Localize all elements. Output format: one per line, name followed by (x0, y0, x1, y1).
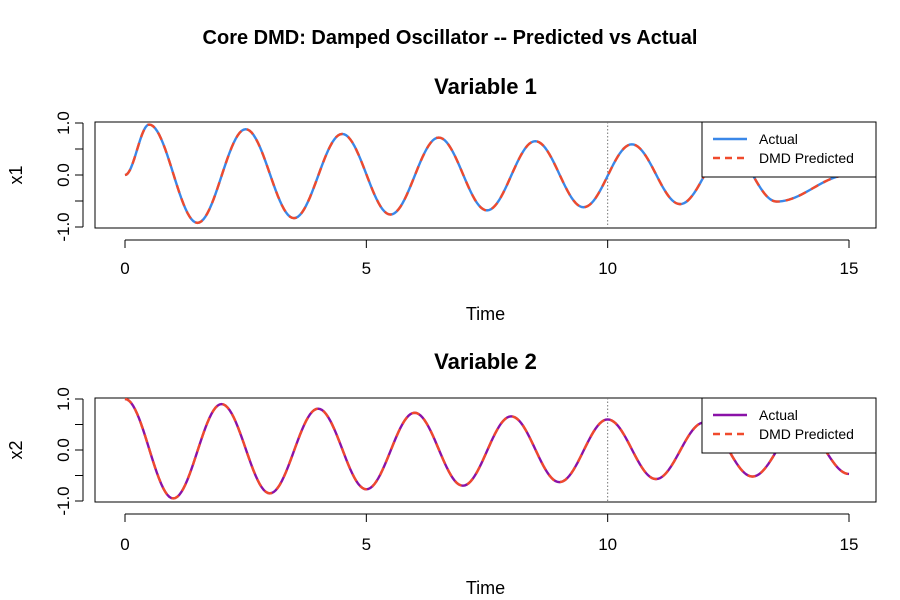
legend-box (701, 397, 877, 454)
y-tick-label: -1.0 (54, 486, 73, 515)
y-axis-label: x2 (6, 440, 26, 459)
x-tick-label: 5 (362, 535, 371, 554)
panel-title: Variable 1 (434, 74, 537, 99)
x-tick-label: 5 (362, 259, 371, 278)
legend-box (701, 121, 877, 178)
x-tick-label: 15 (840, 259, 859, 278)
legend-label: Actual (759, 131, 798, 147)
y-tick-label: 0.0 (54, 163, 73, 187)
x-tick-label: 0 (120, 535, 129, 554)
x-tick-label: 10 (598, 259, 617, 278)
y-tick-label: 1.0 (54, 387, 73, 411)
panel-title: Variable 2 (434, 349, 537, 374)
x-axis-label: Time (466, 578, 505, 598)
x-tick-label: 10 (598, 535, 617, 554)
figure-title: Core DMD: Damped Oscillator -- Predicted… (203, 27, 698, 49)
legend-label: Actual (759, 407, 798, 423)
legend-label: DMD Predicted (759, 150, 854, 166)
y-tick-label: -1.0 (54, 212, 73, 241)
y-axis-label: x1 (6, 165, 26, 184)
x-tick-label: 15 (840, 535, 859, 554)
legend-label: DMD Predicted (759, 426, 854, 442)
x-axis-label: Time (466, 304, 505, 324)
y-tick-label: 0.0 (54, 438, 73, 462)
panel-variable-1: Variable 1 0 5 10 15 -1.0 0.0 1.0 Time x1 Actual DM… (6, 74, 877, 324)
panel-variable-2: Variable 2 0 5 10 15 -1.0 0.0 1.0 Time x2 Actual DM… (6, 349, 877, 598)
x-tick-label: 0 (120, 259, 129, 278)
y-tick-label: 1.0 (54, 111, 73, 135)
